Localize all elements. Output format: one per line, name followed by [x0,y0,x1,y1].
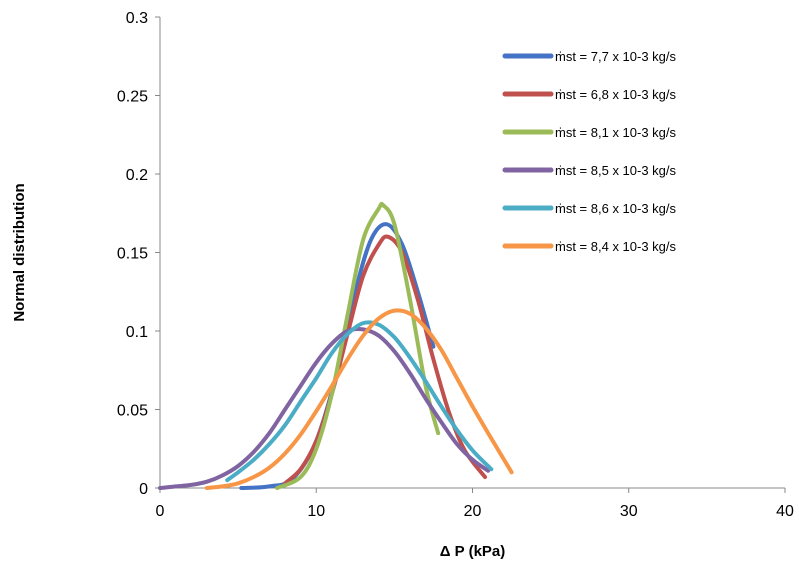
y-tick-label: 0.15 [117,246,148,263]
legend-label: ṁst = 8,4 x 10-3 kg/s [555,239,677,254]
legend-label: ṁst = 8,6 x 10-3 kg/s [555,201,677,216]
ticks: 0 10 20 30 40 0 0.05 0.1 0.15 0.2 0.25 0.3 [117,10,794,520]
legend-label: ṁst = 8,1 x 10-3 kg/s [555,125,677,140]
y-tick-label: 0.2 [126,167,148,184]
y-tick-label: 0.25 [117,89,148,106]
legend-label: ṁst = 7,7 x 10-3 kg/s [555,49,677,64]
axes [159,17,785,489]
x-axis-title: Δ P (kPa) [440,543,506,560]
x-tick-label: 20 [464,503,482,520]
legend-label: ṁst = 6,8 x 10-3 kg/s [555,87,677,102]
x-tick-label: 40 [776,503,794,520]
y-axis-title: Normal distribution [11,183,28,321]
series-line-2 [283,234,487,486]
y-tick-label: 0.05 [117,403,148,420]
x-tick-label: 30 [620,503,638,520]
y-tick-label: 0 [139,481,148,498]
y-tick-label: 0.1 [126,324,148,341]
series-line-4 [158,326,491,490]
x-tick-label: 0 [156,503,165,520]
series-line-6 [204,308,514,490]
series-line-5 [225,320,494,483]
legend: ṁst = 7,7 x 10-3 kg/s ṁst = 6,8 x 10-3 kg… [502,49,677,254]
x-tick-label: 10 [307,503,325,520]
y-tick-label: 0.3 [126,10,148,27]
series-lines [158,201,514,490]
legend-label: ṁst = 8,5 x 10-3 kg/s [555,163,677,178]
